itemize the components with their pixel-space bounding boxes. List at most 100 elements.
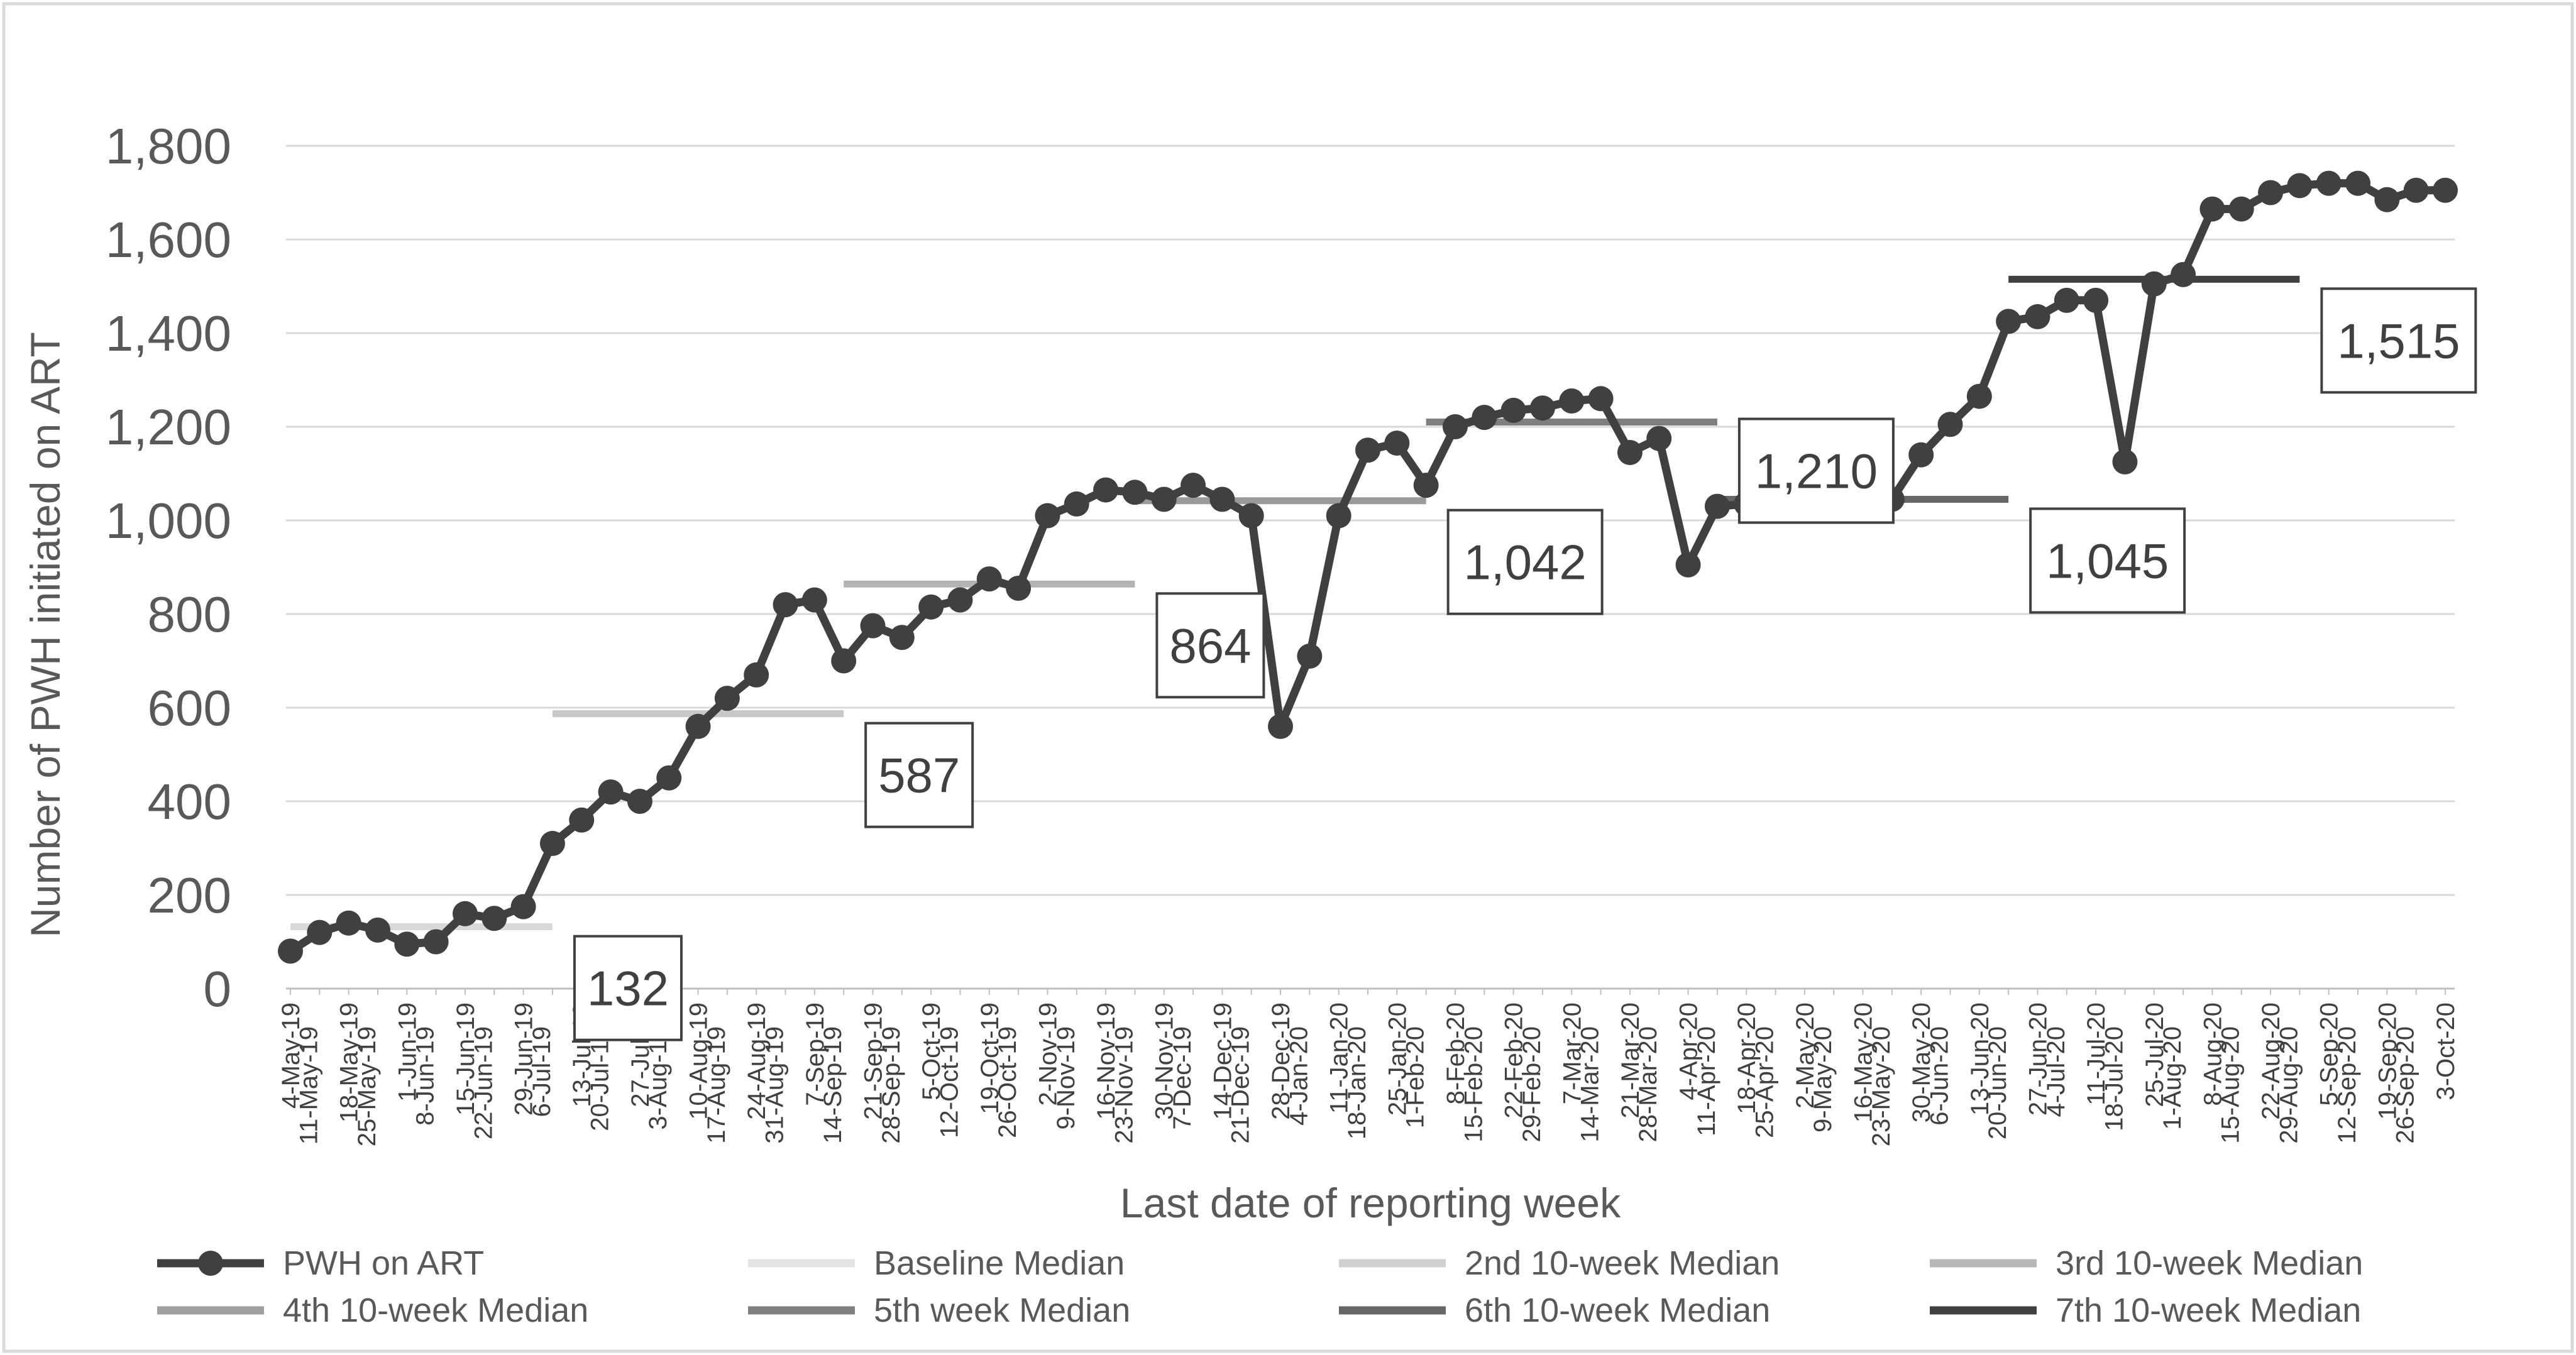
x-tick-label: 28-Dec-19 (1267, 1002, 1295, 1120)
data-point (860, 613, 886, 639)
x-tick-label: 9-Nov-19 (1052, 1026, 1080, 1130)
data-point (365, 917, 390, 943)
legend-label: 2nd 10-week Median (1465, 1244, 1780, 1282)
x-tick-label: 4-May-19 (277, 1002, 305, 1109)
data-point (1297, 644, 1323, 669)
data-point (1996, 309, 2022, 334)
x-tick-label: 3-Aug-19 (644, 1026, 672, 1130)
data-point (2141, 271, 2167, 297)
x-tick-label: 11-Jul-20 (2083, 1002, 2110, 1105)
data-point (452, 901, 478, 926)
data-point (2403, 177, 2429, 203)
x-tick-label: 26-Sep-20 (2392, 1026, 2419, 1144)
x-tick-label: 24-Aug-19 (743, 1002, 771, 1120)
data-point (918, 594, 944, 620)
data-point (2287, 173, 2313, 199)
data-point (1908, 442, 1934, 468)
x-tick-label: 12-Oct-19 (935, 1026, 963, 1138)
data-point (2345, 170, 2371, 196)
data-point (336, 910, 361, 936)
median-callout-label: 1,045 (2046, 533, 2169, 588)
x-tick-label: 23-Nov-19 (1110, 1026, 1138, 1144)
x-tick-label: 25-Apr-20 (1751, 1026, 1779, 1138)
x-tick-label: 19-Oct-19 (976, 1002, 1004, 1114)
x-tick-label: 29-Aug-20 (2275, 1026, 2303, 1144)
x-tick-label: 14-Mar-20 (1577, 1026, 1604, 1143)
x-tick-label: 21-Sep-19 (859, 1002, 887, 1120)
y-tick-label: 200 (148, 867, 231, 923)
x-tick-label: 22-Feb-20 (1500, 1002, 1528, 1119)
x-tick-label: 25-Jul-20 (2141, 1002, 2169, 1107)
data-point (1413, 473, 1439, 498)
x-tick-label: 26-Oct-19 (994, 1026, 1021, 1138)
data-point (2025, 304, 2050, 329)
x-tick-label: 19-Sep-20 (2374, 1002, 2401, 1120)
legend-label: 7th 10-week Median (2056, 1292, 2361, 1329)
x-tick-label: 8-Aug-20 (2199, 1002, 2226, 1106)
data-point (947, 587, 973, 613)
data-point (656, 765, 682, 791)
data-point (2258, 180, 2284, 206)
median-callout-label: 864 (1169, 618, 1251, 673)
data-point (831, 648, 857, 674)
x-tick-label: 18-May-19 (336, 1002, 363, 1122)
x-tick-label: 6-Jun-20 (1925, 1026, 1953, 1126)
x-tick-label: 31-Aug-19 (761, 1026, 789, 1144)
x-tick-label: 2-May-20 (1792, 1002, 1819, 1109)
x-tick-label: 11-Jan-20 (1326, 1002, 1353, 1114)
x-tick-label: 29-Feb-20 (1518, 1026, 1546, 1143)
x-tick-label: 15-Jun-19 (452, 1002, 480, 1116)
median-callout-label: 587 (878, 748, 960, 803)
median-callout-box (864, 721, 974, 828)
data-point (627, 789, 652, 814)
x-tick-label: 2-Nov-19 (1034, 1002, 1062, 1106)
x-tick-label: 1-Feb-20 (1402, 1026, 1429, 1128)
data-point (801, 587, 827, 613)
data-point (1006, 576, 1032, 601)
x-tick-label: 13-Jun-20 (1966, 1002, 1994, 1116)
x-tick-label: 7-Dec-19 (1169, 1026, 1196, 1130)
median-callout-label: 1,515 (2337, 313, 2460, 368)
x-tick-label: 7-Sep-19 (801, 1002, 829, 1106)
x-tick-label: 1-Jun-19 (394, 1002, 421, 1102)
y-tick-label: 400 (148, 774, 231, 830)
data-point (2316, 170, 2342, 196)
legend-marker (198, 1251, 223, 1276)
x-tick-label: 8-Feb-20 (1442, 1002, 1470, 1104)
data-point (1588, 386, 1614, 412)
median-callout-box (1155, 592, 1265, 699)
median-callout-box (573, 935, 683, 1041)
median-callout-box (1737, 417, 1895, 524)
data-point (1442, 414, 1468, 439)
data-point (1675, 552, 1701, 578)
data-point (2112, 449, 2138, 475)
x-axis-title: Last date of reporting week (1120, 1180, 1621, 1226)
x-tick-label: 15-Aug-20 (2217, 1026, 2245, 1144)
y-tick-label: 1,600 (106, 212, 231, 268)
median-callouts: 132 587 864 1,042 1,210 1,045 1,515 (573, 287, 2477, 1041)
y-tick-label: 1,000 (106, 493, 231, 549)
y-tick-label: 800 (148, 586, 231, 642)
y-tick-label: 600 (148, 680, 231, 736)
data-point (1500, 397, 1526, 423)
x-tick-label: 28-Mar-20 (1634, 1026, 1662, 1143)
data-point (1966, 383, 1992, 409)
median-callout-box (2029, 507, 2186, 614)
x-tick-label: 25-Jan-20 (1384, 1002, 1411, 1116)
data-point (598, 779, 624, 805)
x-tick-label: 14-Dec-19 (1209, 1002, 1236, 1120)
x-tick-label: 22-Aug-20 (2257, 1002, 2285, 1120)
data-point (1209, 486, 1235, 512)
legend-label: 5th week Median (874, 1292, 1130, 1329)
legend-label: PWH on ART (283, 1244, 484, 1282)
median-callout-label: 1,042 (1464, 535, 1587, 590)
x-tick-label: 10-Aug-19 (685, 1002, 713, 1120)
x-tick-label: 17-Aug-19 (703, 1026, 730, 1144)
x-tick-label: 11-May-19 (295, 1026, 322, 1144)
data-point (2199, 196, 2225, 222)
data-point (1064, 491, 1089, 517)
x-tick-label: 9-May-20 (1809, 1026, 1837, 1133)
data-point (2374, 187, 2400, 212)
